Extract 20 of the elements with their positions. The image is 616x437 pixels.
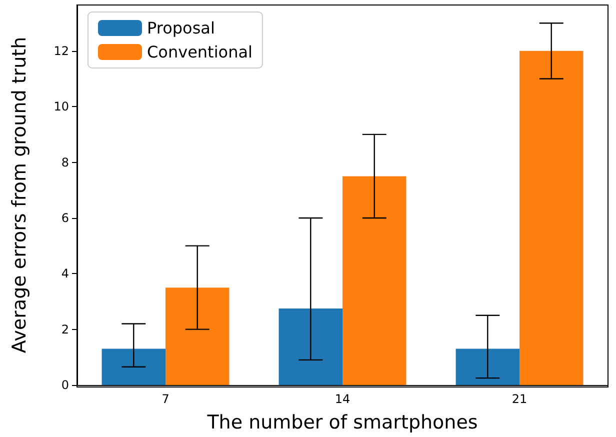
y-tick-label: 0	[61, 378, 69, 392]
x-tick-label: 7	[162, 392, 170, 406]
bar	[342, 176, 406, 385]
bar	[520, 50, 584, 385]
bar	[278, 308, 342, 385]
y-tick-label: 8	[61, 155, 69, 170]
x-tick-label: 21	[512, 392, 528, 406]
y-tick-label: 6	[61, 210, 69, 225]
x-tick-label: 14	[334, 392, 350, 406]
y-tick-label: 10	[54, 100, 69, 114]
legend-label: Proposal	[147, 18, 215, 38]
legend-label: Conventional	[147, 42, 252, 62]
y-axis-title: Average errors from ground truth	[8, 36, 30, 354]
y-tick-label: 2	[61, 322, 69, 336]
bar	[166, 288, 230, 385]
y-tick-label: 12	[54, 44, 69, 58]
bar	[456, 348, 520, 385]
bar	[102, 348, 166, 385]
y-tick-label: 4	[61, 266, 69, 281]
x-axis-title: The number of smartphones	[206, 412, 478, 434]
